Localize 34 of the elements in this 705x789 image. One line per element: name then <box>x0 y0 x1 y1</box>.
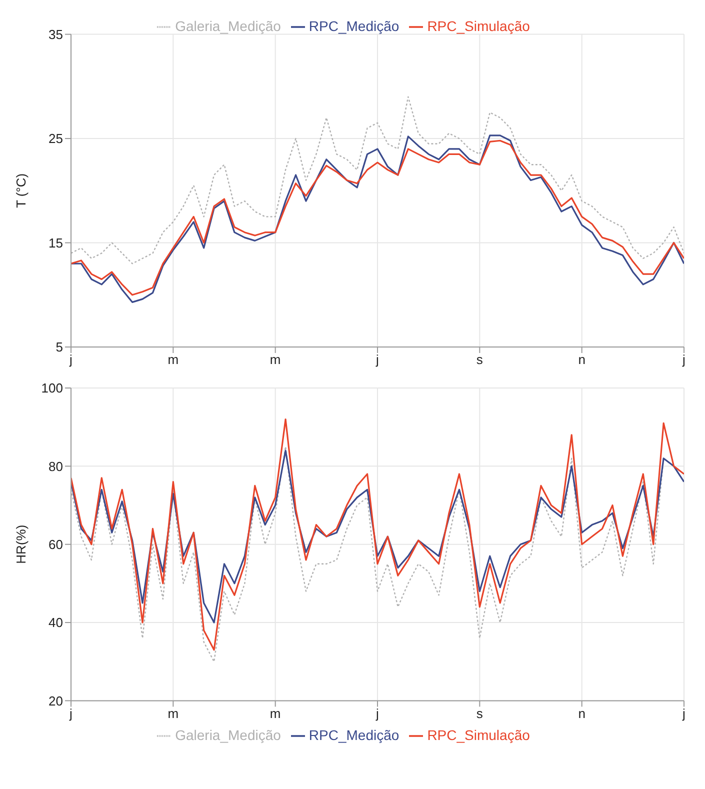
x-tick-label: m <box>168 352 179 368</box>
y-tick-label: 15 <box>48 235 63 250</box>
line-series <box>71 96 684 264</box>
y-tick-label: 5 <box>56 340 63 355</box>
y-tick-label: 80 <box>48 458 63 474</box>
x-tick-label: j <box>375 352 380 368</box>
y-tick-label: 40 <box>48 615 63 630</box>
x-tick-label: s <box>476 706 484 721</box>
legend-label: RPC_Medição <box>308 18 400 34</box>
x-tick-label: j <box>682 706 686 721</box>
legend-label: RPC_Simulação <box>427 726 530 743</box>
x-tick-label: n <box>578 352 586 368</box>
y-tick-label: 60 <box>48 536 63 552</box>
x-tick-label: j <box>375 706 380 721</box>
x-tick-label: j <box>68 352 73 368</box>
x-tick-label: j <box>68 706 73 721</box>
y-tick-label: 25 <box>48 131 63 146</box>
x-tick-label: j <box>682 352 686 368</box>
legend-label: RPC_Medição <box>308 726 400 743</box>
x-tick-label: m <box>270 352 281 368</box>
y-axis-title: T (°C) <box>14 173 29 208</box>
x-tick-label: s <box>476 352 484 368</box>
legend-label: Galeria_Medição <box>175 726 281 743</box>
legend-label: Galeria_Medição <box>175 18 281 34</box>
y-tick-label: 100 <box>41 380 63 396</box>
x-tick-label: m <box>168 706 179 721</box>
y-tick-label: 35 <box>48 26 63 42</box>
line-series <box>71 418 684 651</box>
x-tick-label: m <box>270 706 281 721</box>
y-tick-label: 20 <box>48 693 63 708</box>
line-series <box>71 450 684 624</box>
legend-label: RPC_Simulação <box>427 18 530 34</box>
x-tick-label: n <box>578 706 586 721</box>
y-axis-title: HR(%) <box>14 524 29 564</box>
